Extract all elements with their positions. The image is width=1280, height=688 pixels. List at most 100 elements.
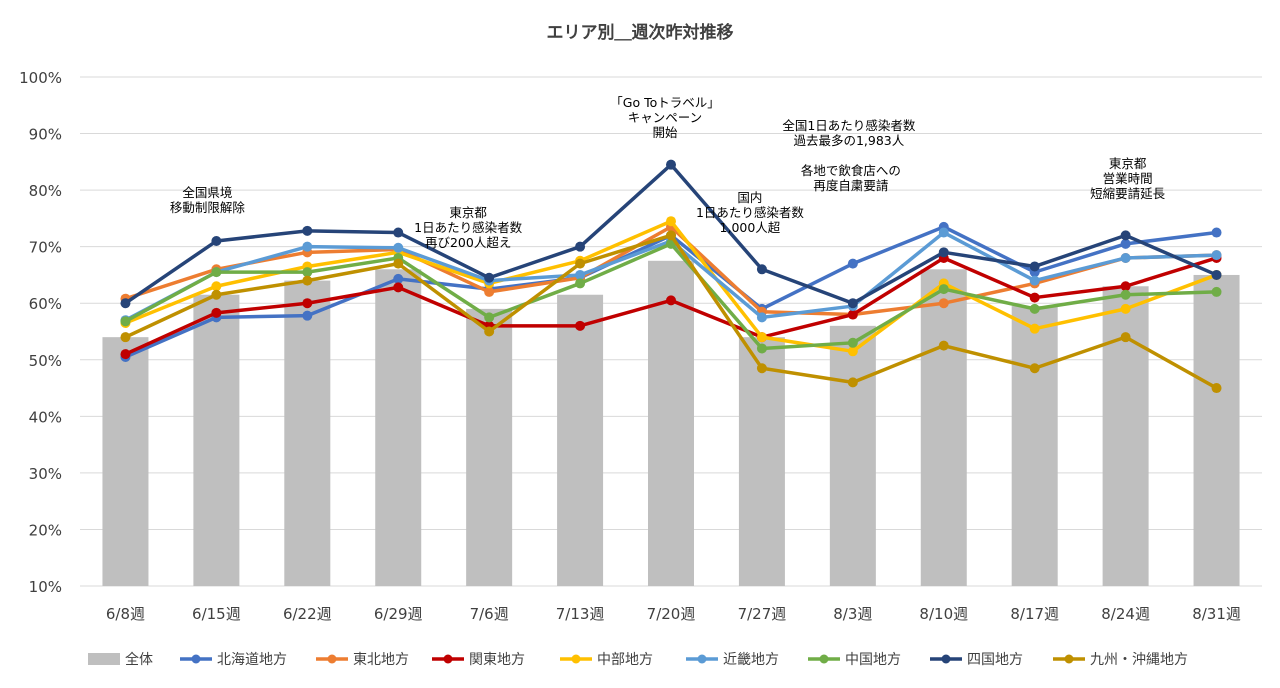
series-point [847, 346, 858, 357]
x-tick-label: 8/17週 [1010, 605, 1059, 623]
annotation-line: 移動制限解除 [170, 200, 246, 215]
series-point [1120, 281, 1131, 292]
annotation-line: 全国県境 [182, 185, 232, 200]
series-point [575, 320, 586, 331]
bar-zentai [920, 269, 967, 586]
annotation-line: 再び200人超え [425, 235, 511, 250]
legend-marker [941, 654, 951, 664]
series-point [938, 247, 949, 258]
bars [102, 260, 1240, 586]
bar-zentai [1011, 306, 1058, 586]
series-point [1211, 250, 1222, 261]
x-tick-label: 8/3週 [833, 605, 872, 623]
series-point [211, 236, 222, 247]
series-point [1120, 332, 1131, 343]
x-tick-label: 8/31週 [1192, 605, 1241, 623]
bar-zentai [738, 337, 785, 586]
legend-marker [697, 654, 707, 664]
bar-zentai [284, 280, 331, 586]
bar-zentai [829, 325, 876, 586]
series-point [1120, 238, 1131, 249]
series-point [938, 227, 949, 238]
x-tick-label: 6/8週 [106, 605, 145, 623]
chart-title: エリア別＿週次昨対推移 [547, 22, 734, 43]
series-point [847, 309, 858, 320]
annotation: 東京都 1日あたり感染者数再び200人超え [414, 205, 522, 250]
series-point [666, 159, 676, 170]
annotation-line: 営業時間 [1103, 171, 1153, 186]
series-point [484, 272, 495, 283]
series-point [847, 337, 858, 348]
series-point [302, 225, 313, 236]
series-point [211, 281, 222, 292]
x-tick-label: 6/15週 [192, 605, 241, 623]
legend-item: 中国地方 [808, 652, 901, 668]
legend-label: 九州・沖縄地方 [1090, 652, 1188, 668]
series-point [756, 332, 767, 343]
annotation-line: 過去最多の1,983人 [793, 133, 904, 148]
series-point [575, 258, 586, 269]
series-point [756, 312, 767, 323]
x-tick-label: 8/10週 [919, 605, 968, 623]
legend-label: 関東地方 [469, 652, 525, 668]
series-point [302, 310, 313, 321]
series-point [938, 340, 949, 351]
lines [120, 159, 1222, 394]
y-tick-label: 90% [29, 126, 62, 144]
x-tick-label: 8/24週 [1101, 605, 1150, 623]
y-tick-label: 30% [29, 465, 62, 483]
annotation-line: 再度自粛要請 [813, 178, 888, 193]
series-point [575, 241, 586, 252]
legend-label: 中国地方 [845, 652, 901, 668]
legend-item: 北海道地方 [180, 652, 287, 668]
series-point [484, 326, 495, 337]
series-point [575, 278, 586, 289]
annotation-line: 1日あたり感染者数 [414, 220, 522, 235]
series-point [211, 307, 222, 318]
series-point [756, 343, 767, 354]
legend-marker [191, 654, 201, 664]
series-point [756, 363, 767, 374]
bar-zentai [193, 294, 240, 586]
series-point [1211, 286, 1222, 297]
bar-zentai [648, 260, 694, 586]
series-point [1120, 303, 1131, 314]
series-point [847, 258, 858, 269]
annotation: 全国1日あたり感染者数過去最多の1,983人 [782, 118, 915, 148]
series-point [1211, 269, 1222, 280]
legend-marker [327, 654, 337, 664]
series-point [1120, 289, 1131, 300]
legend-label: 近畿地方 [723, 652, 779, 668]
series-point [1120, 230, 1131, 241]
series-point [1211, 227, 1222, 238]
legend-item: 中部地方 [560, 652, 653, 668]
y-tick-label: 100% [19, 69, 62, 87]
annotation: 各地で飲食店への再度自粛要請 [801, 163, 901, 193]
series-point [302, 241, 313, 252]
legend-marker [571, 654, 581, 664]
series-point [484, 286, 495, 297]
series-point [302, 275, 313, 286]
y-tick-label: 50% [29, 352, 62, 370]
series-point [120, 298, 131, 309]
series-point [393, 227, 404, 238]
y-axis: 10% 20% 30% 40% 50% 60% 70% 80% 90% 100% [19, 69, 62, 596]
series-point [484, 312, 495, 323]
series-point [393, 242, 404, 253]
bar-zentai [102, 337, 149, 586]
series-point [1029, 275, 1040, 286]
series-line [120, 230, 1222, 394]
legend-marker [1064, 654, 1074, 664]
series-point [1211, 383, 1222, 394]
legend: 全体 北海道地方 東北地方 関東地方 中部地方 近畿地方 中国地方 四国地方 九州・沖縄地方 [88, 651, 1188, 668]
series-point [393, 258, 404, 269]
legend-swatch [88, 653, 120, 665]
series-point [393, 282, 404, 293]
series-point [847, 298, 858, 309]
annotation-line: 開始 [652, 125, 678, 140]
y-tick-label: 70% [29, 239, 62, 257]
legend-item: 近畿地方 [686, 652, 779, 668]
series-point [1029, 292, 1040, 303]
legend-marker [819, 654, 829, 664]
bar-zentai [466, 308, 513, 586]
